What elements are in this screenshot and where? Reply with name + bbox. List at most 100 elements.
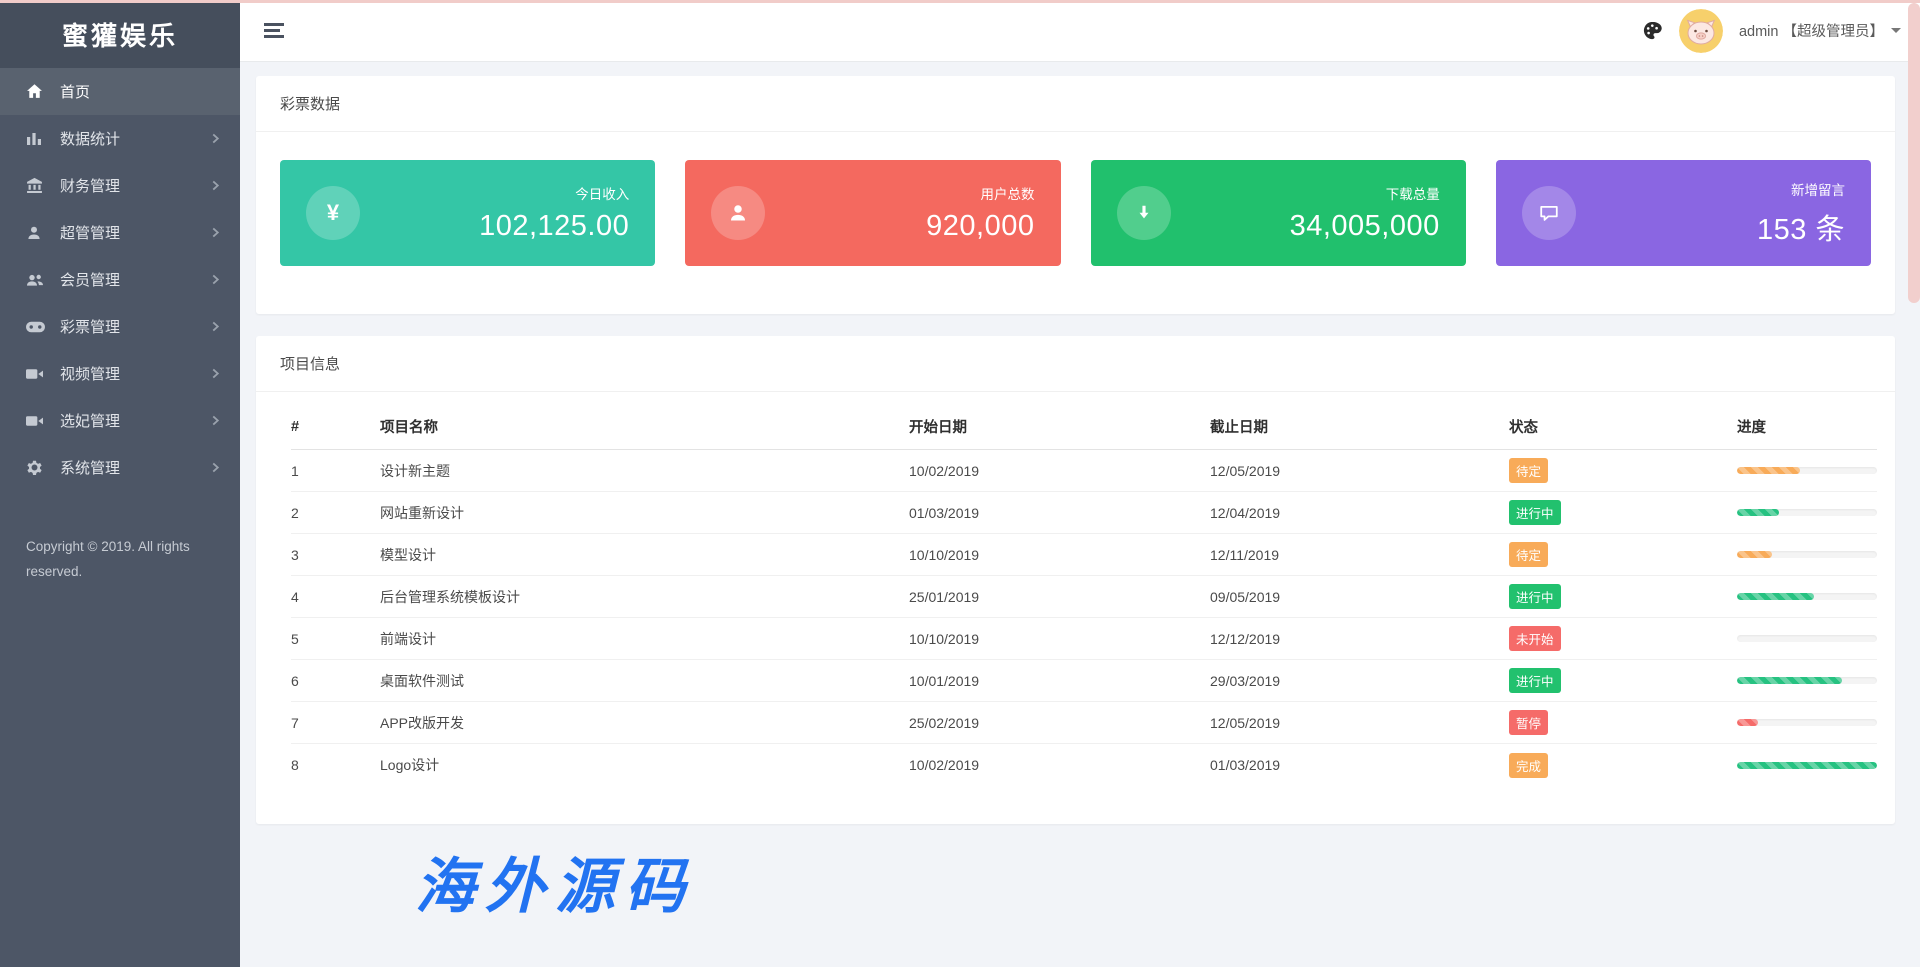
user-menu[interactable]: admin 【超级管理员】 <box>1739 20 1901 41</box>
progress-fill <box>1737 761 1877 769</box>
sidebar-item-system[interactable]: 系统管理 <box>0 444 240 491</box>
loading-bar <box>0 0 1920 3</box>
cell-end-date: 29/03/2019 <box>1210 672 1281 689</box>
sidebar-item-label: 会员管理 <box>60 272 121 289</box>
sidebar-item-label: 首页 <box>60 84 91 101</box>
gamepad-icon <box>26 321 48 333</box>
main-area: admin 【超级管理员】 彩票数据 ¥ 今日收入 102,125.00 <box>240 0 1920 967</box>
cell-num: 1 <box>291 462 299 479</box>
table-row: 5 前端设计 10/10/2019 12/12/2019 未开始 <box>291 618 1877 660</box>
cell-start-date: 10/10/2019 <box>909 630 980 647</box>
cell-num: 3 <box>291 546 299 563</box>
cell-start-date: 10/02/2019 <box>909 757 980 773</box>
cell-project-name: 模型设计 <box>380 546 436 563</box>
chevron-right-icon <box>211 180 220 191</box>
stat-label: 今日收入 <box>575 187 630 202</box>
avatar[interactable] <box>1678 8 1723 53</box>
chevron-right-icon <box>211 415 220 426</box>
video-camera-icon <box>26 415 48 427</box>
chevron-right-icon <box>211 133 220 144</box>
caret-down-icon <box>1891 28 1901 33</box>
col-header: 状态 <box>1509 420 1538 436</box>
stat-card-users: 用户总数 920,000 <box>685 160 1061 266</box>
progress-fill <box>1737 719 1758 726</box>
chevron-right-icon <box>211 227 220 238</box>
stat-value: 920,000 <box>926 210 1035 242</box>
project-info-panel: 项目信息 # 项目名称 开始日期 截止日期 状态 进度 1 设计新主题 10/0… <box>256 336 1895 824</box>
home-icon <box>26 83 48 100</box>
yen-icon: ¥ <box>306 186 360 240</box>
chevron-right-icon <box>211 321 220 332</box>
sidebar-item-label: 彩票管理 <box>60 319 121 336</box>
status-badge: 未开始 <box>1509 626 1561 651</box>
user-label: admin 【超级管理员】 <box>1738 24 1884 40</box>
progress-bar <box>1737 467 1877 474</box>
table-row: 4 后台管理系统模板设计 25/01/2019 09/05/2019 进行中 <box>291 576 1877 618</box>
table-row: 3 模型设计 10/10/2019 12/11/2019 待定 <box>291 534 1877 576</box>
cell-start-date: 10/02/2019 <box>909 462 980 479</box>
panel-title: 项目信息 <box>256 336 1895 392</box>
cell-start-date: 25/01/2019 <box>909 588 980 605</box>
sidebar-item-admins[interactable]: 超管管理 <box>0 209 240 256</box>
progress-bar <box>1737 551 1877 558</box>
table-row: 7 APP改版开发 25/02/2019 12/05/2019 暂停 <box>291 702 1877 744</box>
cell-start-date: 01/03/2019 <box>909 504 980 521</box>
cell-start-date: 10/01/2019 <box>909 672 980 689</box>
stat-card-downloads: 下载总量 34,005,000 <box>1090 160 1466 266</box>
theme-palette-icon[interactable] <box>1642 20 1663 41</box>
table-row: 1 设计新主题 10/02/2019 12/05/2019 待定 <box>291 450 1877 492</box>
sidebar-item-concubine[interactable]: 选妃管理 <box>0 397 240 444</box>
sidebar-item-video[interactable]: 视频管理 <box>0 350 240 397</box>
cell-num: 7 <box>291 714 299 731</box>
sidebar-item-lottery[interactable]: 彩票管理 <box>0 303 240 350</box>
col-header: # <box>291 418 300 435</box>
status-badge: 待定 <box>1509 542 1549 567</box>
table-row: 8 Logo设计 10/02/2019 01/03/2019 完成 <box>291 744 1877 786</box>
download-icon <box>1116 186 1171 240</box>
table-header-row: # 项目名称 开始日期 截止日期 状态 进度 <box>291 404 1877 450</box>
sidebar-copyright: Copyright © 2019. All rights reserved. <box>26 539 190 579</box>
sidebar-item-label: 数据统计 <box>60 131 121 148</box>
bank-icon <box>26 177 48 194</box>
video-camera-icon <box>26 368 48 380</box>
cell-project-name: Logo设计 <box>380 757 440 773</box>
sidebar: 蜜獾娱乐 首页 数据统计 财务管理 <box>0 0 240 967</box>
cell-start-date: 25/02/2019 <box>909 714 980 731</box>
col-header: 进度 <box>1737 420 1766 436</box>
progress-fill <box>1737 509 1779 516</box>
cell-project-name: 后台管理系统模板设计 <box>380 588 520 605</box>
progress-fill <box>1737 677 1842 684</box>
table-row: 2 网站重新设计 01/03/2019 12/04/2019 进行中 <box>291 492 1877 534</box>
sidebar-item-members[interactable]: 会员管理 <box>0 256 240 303</box>
progress-bar <box>1737 719 1877 726</box>
cell-project-name: 网站重新设计 <box>380 504 464 521</box>
cell-num: 8 <box>291 757 299 773</box>
sidebar-item-label: 选妃管理 <box>60 413 121 430</box>
watermark-text: 海外源码 <box>415 854 695 920</box>
stat-card-income: ¥ 今日收入 102,125.00 <box>280 160 656 266</box>
sidebar-item-home[interactable]: 首页 <box>0 68 240 115</box>
stat-value: 34,005,000 <box>1289 210 1440 242</box>
sidebar-item-statistics[interactable]: 数据统计 <box>0 115 240 162</box>
sidebar-item-finance[interactable]: 财务管理 <box>0 162 240 209</box>
cell-project-name: 设计新主题 <box>380 462 450 479</box>
cell-end-date: 12/04/2019 <box>1210 504 1281 521</box>
sidebar-toggle-icon[interactable] <box>260 17 288 44</box>
sidebar-item-label: 系统管理 <box>60 460 121 477</box>
chevron-right-icon <box>211 368 220 379</box>
progress-bar <box>1737 635 1877 642</box>
status-badge: 进行中 <box>1509 668 1561 693</box>
cell-num: 5 <box>291 630 299 647</box>
sidebar-menu: 首页 数据统计 财务管理 超管管理 <box>0 68 240 491</box>
cell-project-name: APP改版开发 <box>380 714 465 731</box>
content: 彩票数据 ¥ 今日收入 102,125.00 用户总数 920,000 <box>240 62 1920 967</box>
progress-fill <box>1737 551 1772 558</box>
scrollbar-thumb[interactable] <box>1908 3 1920 303</box>
panel-title: 彩票数据 <box>256 76 1895 132</box>
stat-value: 153 条 <box>1757 213 1845 246</box>
status-badge: 完成 <box>1509 752 1549 778</box>
message-icon <box>1521 186 1576 240</box>
project-table: # 项目名称 开始日期 截止日期 状态 进度 1 设计新主题 10/02/201… <box>256 392 1895 824</box>
col-header: 截止日期 <box>1210 420 1268 436</box>
cell-end-date: 12/11/2019 <box>1210 546 1280 563</box>
